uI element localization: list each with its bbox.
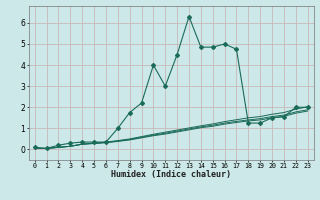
X-axis label: Humidex (Indice chaleur): Humidex (Indice chaleur) — [111, 170, 231, 179]
